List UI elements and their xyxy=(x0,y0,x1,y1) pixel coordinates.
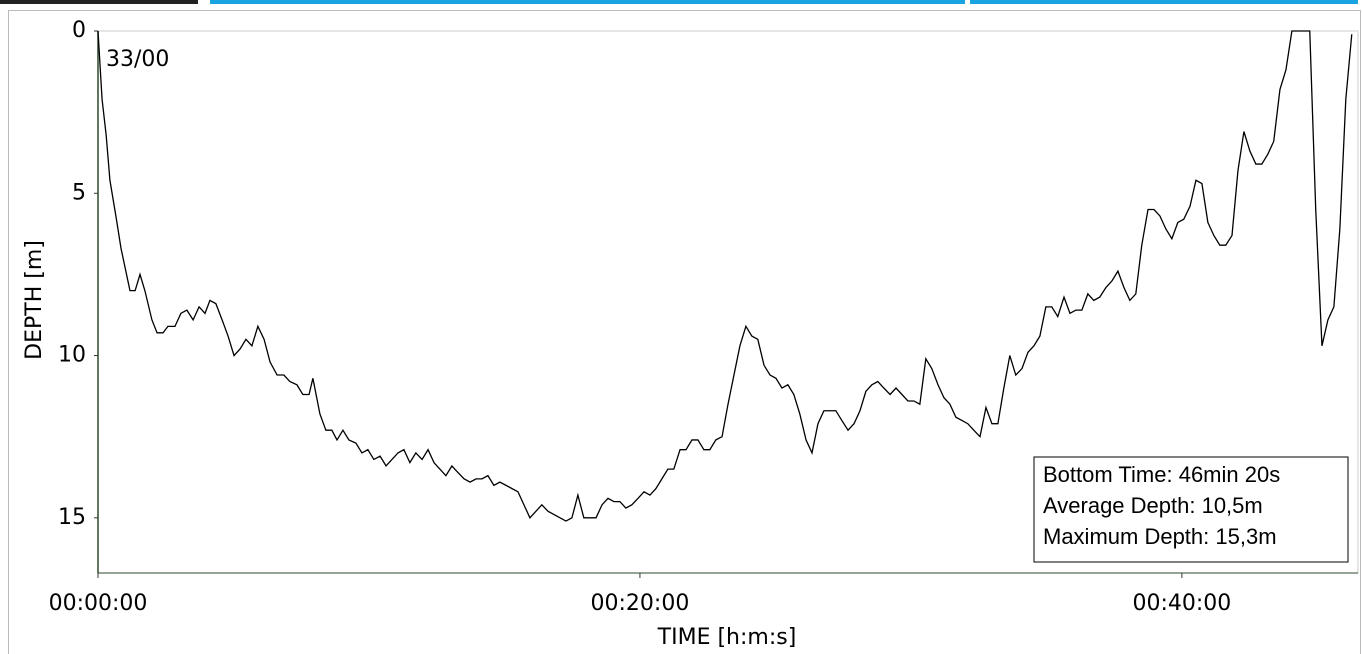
x-tick-label: 00:20:00 xyxy=(591,591,690,616)
frame xyxy=(8,10,1361,654)
depth-line xyxy=(97,30,1353,522)
stat-text: Average Depth: 10,5m xyxy=(1043,493,1263,518)
tab-active xyxy=(0,0,198,4)
y-tick-label: 0 xyxy=(72,18,86,43)
stat-text: Maximum Depth: 15,3m xyxy=(1043,524,1277,549)
y-tick-label: 5 xyxy=(72,180,86,205)
y-tick-label: 10 xyxy=(58,343,86,368)
stat-text: Bottom Time: 46min 20s xyxy=(1043,462,1280,487)
y-tick-label: 15 xyxy=(58,505,86,530)
tab xyxy=(970,0,1358,4)
x-tick-label: 00:00:00 xyxy=(49,591,148,616)
x-tick-label: 00:40:00 xyxy=(1132,591,1231,616)
x-axis-title: TIME [h:m:s] xyxy=(657,625,797,650)
tab xyxy=(210,0,965,4)
stats-box xyxy=(1033,456,1349,563)
annotation: 33/00 xyxy=(106,47,169,72)
y-axis-title: DEPTH [m] xyxy=(22,240,47,360)
